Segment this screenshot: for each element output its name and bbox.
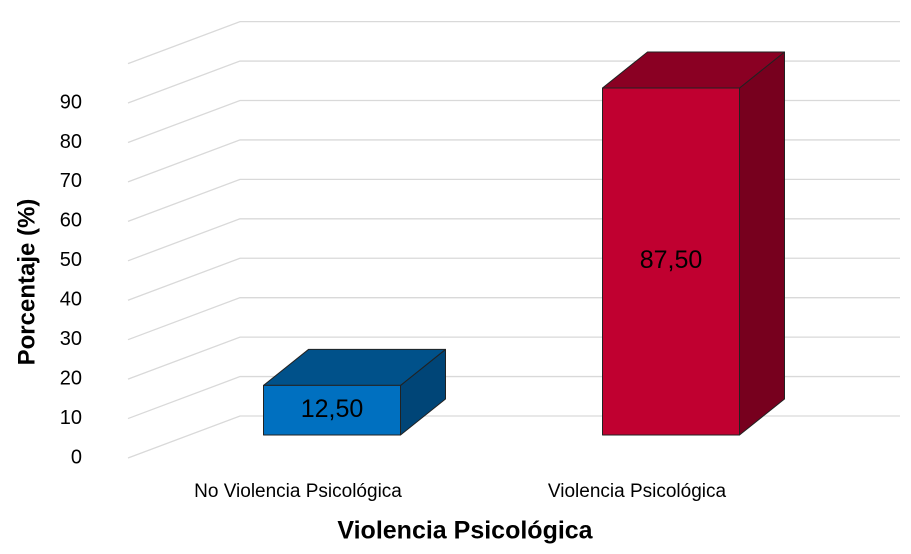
y-tick-label: 70 — [60, 170, 82, 192]
bar — [263, 348, 446, 436]
y-axis-title: Porcentaje (%) — [13, 199, 40, 366]
y-tick-label: 10 — [60, 407, 82, 429]
y-tick-label: 20 — [60, 367, 82, 389]
value-label: 87,50 — [640, 246, 703, 274]
y-tick-label: 50 — [60, 249, 82, 271]
x-tick-label: No Violencia Psicológica — [194, 481, 402, 502]
x-axis-title: Violencia Psicológica — [337, 517, 593, 545]
x-tick-label: Violencia Psicológica — [548, 481, 727, 502]
bar-side — [739, 51, 785, 436]
y-tick-label: 40 — [60, 289, 82, 311]
y-tick-label: 0 — [71, 446, 82, 468]
y-tick-label: 30 — [60, 328, 82, 350]
y-tick-label: 80 — [60, 131, 82, 153]
grid-line — [127, 20, 900, 65]
value-label: 12,50 — [301, 395, 364, 423]
bar — [602, 51, 785, 436]
y-tick-label: 60 — [60, 210, 82, 232]
bar-front — [263, 384, 401, 436]
grid-line — [127, 415, 900, 459]
bar-front — [602, 87, 740, 436]
y-tick-label: 90 — [60, 91, 82, 113]
